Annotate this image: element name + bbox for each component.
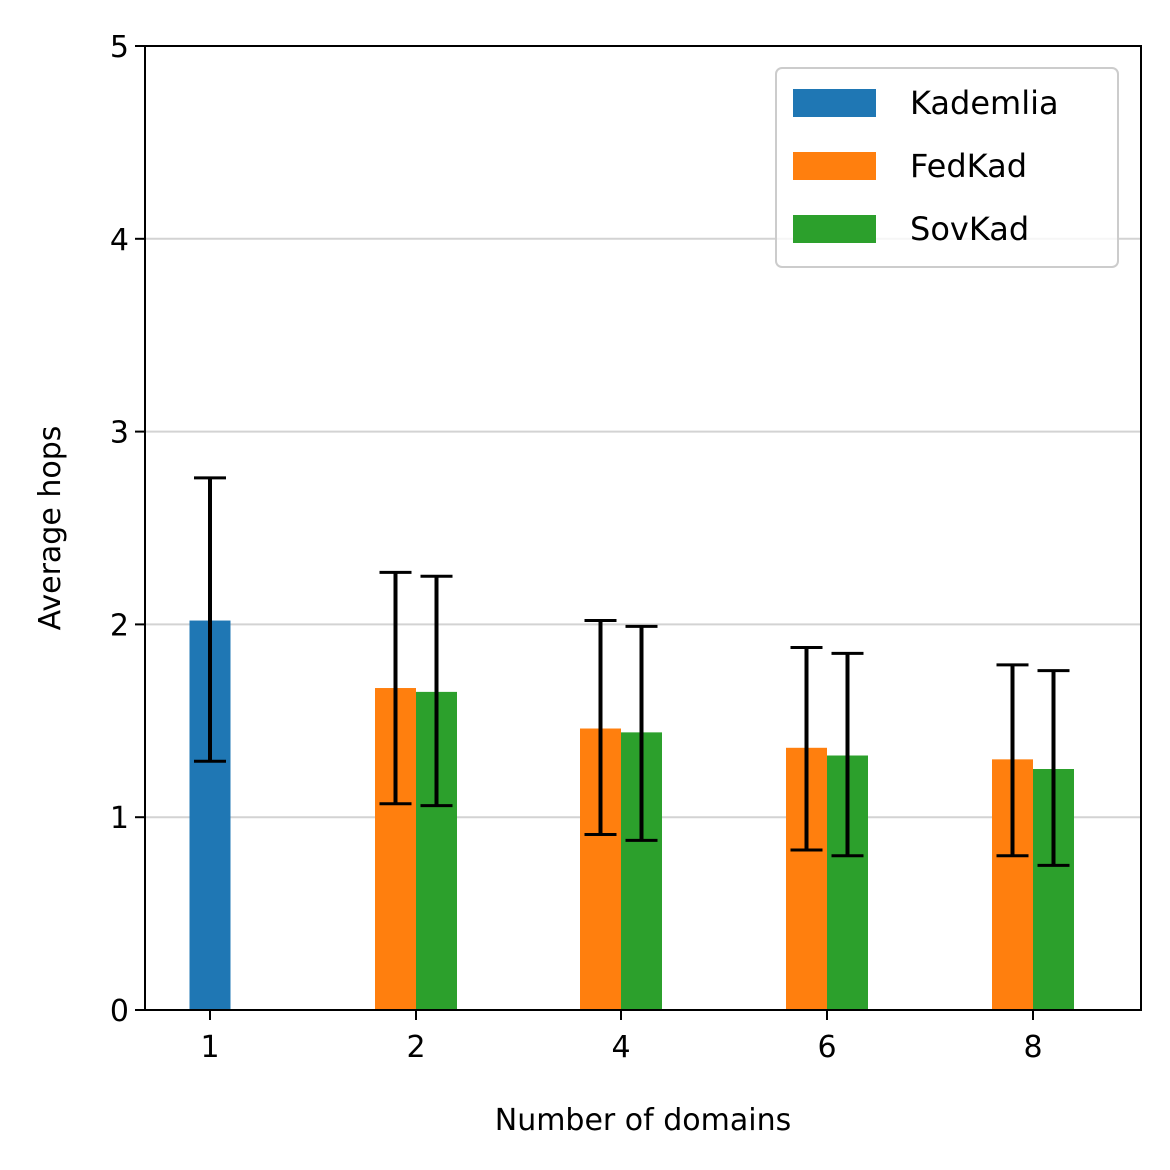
y-axis-label: Average hops: [33, 426, 68, 631]
legend-swatch-kademlia: [793, 89, 876, 117]
y-tick-label: 5: [110, 30, 129, 65]
bars-group: [189, 620, 1074, 1010]
y-tick-label: 0: [110, 994, 129, 1029]
x-tick-label: 1: [200, 1030, 219, 1065]
plot-frame: [144, 45, 1142, 1011]
error-bars-group: [194, 476, 1070, 867]
y-tick-label: 1: [110, 801, 129, 836]
x-tick-label: 4: [611, 1030, 630, 1065]
x-axis-label: Number of domains: [495, 1103, 791, 1138]
x-tick-label: 2: [406, 1030, 425, 1065]
x-tick-label: 8: [1023, 1030, 1042, 1065]
legend-swatch-sovkad: [793, 215, 876, 243]
legend-label-kademlia: Kademlia: [910, 84, 1059, 122]
legend-label-fedkad: FedKad: [910, 147, 1027, 185]
legend-label-sovkad: SovKad: [910, 210, 1029, 248]
x-axis: 1 2 4 6 8: [200, 1010, 1043, 1065]
legend-swatch-fedkad: [793, 152, 876, 180]
y-tick-label: 4: [110, 223, 129, 258]
y-tick-label: 3: [110, 416, 129, 451]
y-tick-label: 2: [110, 608, 129, 643]
legend: Kademlia FedKad SovKad: [775, 67, 1119, 268]
x-tick-label: 6: [817, 1030, 836, 1065]
y-axis: 0 1 2 3 4 5: [110, 30, 145, 1029]
